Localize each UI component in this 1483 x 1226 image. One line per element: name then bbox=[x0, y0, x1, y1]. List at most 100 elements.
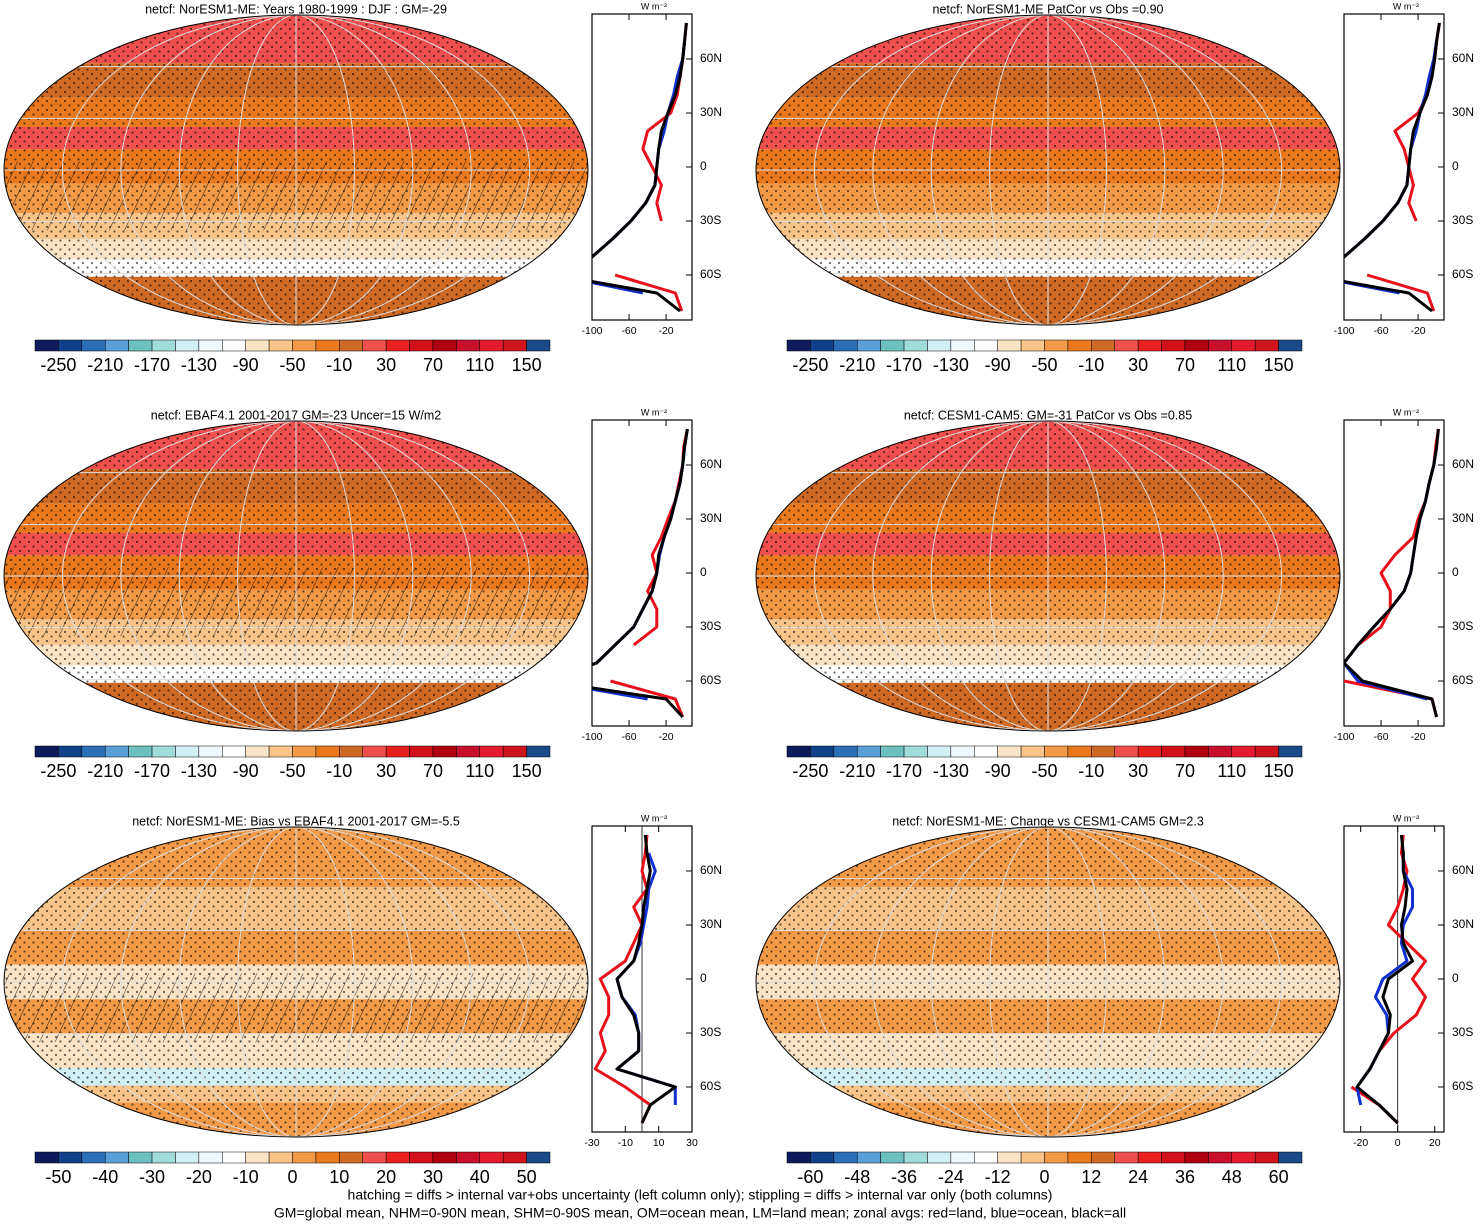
colorbar-box bbox=[1091, 339, 1115, 352]
y-tick-label: 60S bbox=[1452, 267, 1473, 281]
colorbar-label: 30 bbox=[423, 1167, 443, 1187]
panel: netcf: EBAF4.1 2001-2017 GM=-23 Uncer=15… bbox=[3, 407, 722, 781]
colorbar-label: -250 bbox=[792, 761, 828, 781]
colorbar-box bbox=[1044, 1151, 1069, 1164]
colorbar-box bbox=[810, 339, 835, 352]
x-tick-label: -60 bbox=[621, 325, 636, 337]
colorbar-box bbox=[409, 1151, 434, 1164]
colorbar-box bbox=[432, 339, 457, 352]
y-tick-label: 60N bbox=[1452, 457, 1474, 471]
x-tick-label: -20 bbox=[658, 325, 673, 337]
map bbox=[4, 15, 588, 325]
colorbar-box bbox=[1067, 339, 1092, 352]
colorbar-label: 24 bbox=[1128, 1167, 1148, 1187]
map-border bbox=[755, 14, 1341, 326]
colorbar-box bbox=[362, 745, 387, 758]
y-tick-label: 60N bbox=[700, 457, 722, 471]
colorbar-box bbox=[104, 339, 129, 352]
colorbar-label: -170 bbox=[886, 761, 922, 781]
colorbar-box bbox=[222, 339, 246, 352]
colorbar-box bbox=[81, 339, 106, 352]
colorbar-box bbox=[526, 339, 551, 352]
x-tick-label: -20 bbox=[1410, 325, 1425, 337]
y-tick-label: 30S bbox=[700, 213, 721, 227]
x-tick-label: -100 bbox=[581, 731, 602, 743]
colorbar-box bbox=[81, 745, 106, 758]
panel-title: netcf: NorESM1-ME: Change vs CESM1-CAM5 … bbox=[892, 814, 1204, 828]
colorbar-label: 36 bbox=[1175, 1167, 1195, 1187]
zonal-frame bbox=[1343, 13, 1445, 321]
colorbar-label: -250 bbox=[792, 355, 828, 375]
colorbar-box bbox=[833, 339, 858, 352]
colorbar-box bbox=[927, 339, 952, 352]
panel: netcf: NorESM1-ME: Change vs CESM1-CAM5 … bbox=[755, 813, 1474, 1187]
panel: netcf: CESM1-CAM5: GM=-31 PatCor vs Obs … bbox=[755, 407, 1474, 781]
colorbar-box bbox=[128, 1151, 153, 1164]
colorbar-label: 50 bbox=[517, 1167, 537, 1187]
colorbar-box bbox=[385, 745, 410, 758]
y-tick-label: 60N bbox=[1452, 863, 1474, 877]
colorbar-label: -36 bbox=[891, 1167, 917, 1187]
colorbar-box bbox=[34, 1151, 59, 1164]
colorbar-box bbox=[786, 339, 811, 352]
zonal-units: W m⁻² bbox=[1393, 407, 1419, 417]
colorbar-box bbox=[903, 1151, 928, 1164]
colorbar-box bbox=[1184, 745, 1209, 758]
colorbar-box bbox=[104, 745, 129, 758]
colorbar-label: 150 bbox=[512, 355, 542, 375]
colorbar-label: 30 bbox=[376, 761, 396, 781]
colorbar-box bbox=[502, 1151, 527, 1164]
colorbar-box bbox=[245, 745, 270, 758]
colorbar-label: 30 bbox=[1128, 355, 1148, 375]
colorbar-label: -10 bbox=[1078, 761, 1104, 781]
colorbar-box bbox=[997, 339, 1022, 352]
zonal-units: W m⁻² bbox=[1393, 1, 1419, 11]
colorbar-box bbox=[479, 1151, 504, 1164]
colorbar-label: -10 bbox=[233, 1167, 259, 1187]
colorbar-box bbox=[1278, 339, 1303, 352]
y-tick-label: 30N bbox=[1452, 105, 1474, 119]
zonal-line bbox=[1344, 446, 1439, 701]
panel-title: netcf: NorESM1-ME: Bias vs EBAF4.1 2001-… bbox=[132, 814, 460, 828]
colorbar-box bbox=[810, 1151, 835, 1164]
y-tick-label: 60S bbox=[700, 267, 721, 281]
colorbar-box bbox=[362, 339, 387, 352]
colorbar-label: 150 bbox=[1264, 761, 1294, 781]
map-border bbox=[3, 420, 589, 732]
x-tick-label: -20 bbox=[1410, 731, 1425, 743]
zonal-line bbox=[1355, 834, 1414, 1125]
colorbar-label: 30 bbox=[376, 355, 396, 375]
colorbar-box bbox=[1161, 339, 1186, 352]
colorbar-box bbox=[1254, 339, 1279, 352]
colorbar-label: 48 bbox=[1222, 1167, 1242, 1187]
colorbar-label: 110 bbox=[465, 761, 494, 781]
colorbar-box bbox=[880, 745, 905, 758]
map bbox=[756, 15, 1340, 325]
x-tick-label: -20 bbox=[658, 731, 673, 743]
colorbar-box bbox=[1114, 339, 1139, 352]
zonal-line bbox=[592, 22, 688, 313]
zonal-frame bbox=[591, 419, 693, 727]
colorbar-box bbox=[856, 745, 881, 758]
colorbar-box bbox=[479, 339, 504, 352]
y-tick-label: 0 bbox=[700, 159, 707, 173]
y-tick-label: 30N bbox=[700, 105, 722, 119]
zonal-line bbox=[592, 428, 689, 719]
colorbar-box bbox=[502, 745, 527, 758]
colorbar-label: -30 bbox=[139, 1167, 165, 1187]
x-tick-label: 20 bbox=[1429, 1137, 1441, 1149]
map-border bbox=[3, 826, 589, 1138]
colorbar-box bbox=[245, 1151, 270, 1164]
panel: netcf: NorESM1-ME PatCor vs Obs =0.90 -25… bbox=[755, 1, 1474, 375]
y-tick-label: 60S bbox=[1452, 673, 1473, 687]
colorbar-label: 110 bbox=[465, 355, 494, 375]
colorbar-box bbox=[268, 339, 293, 352]
colorbar-label: -50 bbox=[45, 1167, 71, 1187]
colorbar-box bbox=[1254, 745, 1279, 758]
zonal-line bbox=[614, 22, 688, 312]
zonal-line bbox=[1344, 428, 1440, 718]
colorbar-label: 12 bbox=[1081, 1167, 1101, 1187]
y-tick-label: 30N bbox=[700, 917, 722, 931]
colorbar-box bbox=[292, 745, 317, 758]
